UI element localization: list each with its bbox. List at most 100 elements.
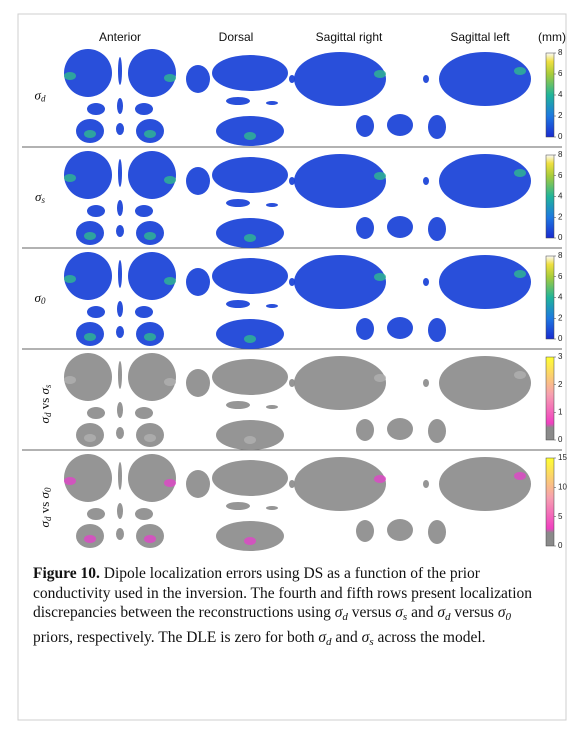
row-label-part: vs bbox=[37, 394, 52, 412]
row-label: σs bbox=[35, 189, 45, 205]
colorbar-tick-label: 15 bbox=[558, 453, 567, 462]
highlight bbox=[514, 169, 526, 177]
highlight bbox=[84, 333, 96, 341]
column-header: Sagittal left bbox=[450, 30, 510, 44]
colorbar-tick-label: 4 bbox=[558, 90, 563, 99]
highlight bbox=[64, 275, 76, 283]
brain-view bbox=[439, 356, 531, 410]
colorbar-tick-label: 6 bbox=[558, 272, 563, 281]
colorbar-tick-label: 0 bbox=[558, 132, 563, 141]
brain-view bbox=[186, 167, 210, 195]
highlight bbox=[514, 270, 526, 278]
brain-view bbox=[117, 503, 123, 519]
row-label: σd vs σ0 bbox=[37, 487, 53, 527]
caption: Figure 10. Dipole localization errors us… bbox=[33, 564, 545, 652]
brain-view bbox=[128, 252, 176, 300]
colorbar-tick-label: 0 bbox=[558, 233, 563, 242]
unit-label: (mm) bbox=[538, 30, 566, 44]
brain-view bbox=[116, 528, 124, 540]
caption-part: versus bbox=[450, 604, 497, 621]
caption-part: Figure 10. bbox=[33, 565, 100, 582]
brain-view bbox=[439, 255, 531, 309]
brain-view bbox=[289, 379, 295, 387]
brain-view bbox=[186, 369, 210, 397]
brain-view bbox=[135, 205, 153, 217]
row-label-part: s bbox=[41, 195, 45, 205]
highlight bbox=[144, 232, 156, 240]
colorbar bbox=[546, 458, 554, 546]
colorbar-tick-label: 4 bbox=[558, 293, 563, 302]
brain-view bbox=[117, 200, 123, 216]
colorbar-tick-label: 0 bbox=[558, 541, 563, 550]
colorbar-tick-label: 2 bbox=[558, 313, 563, 322]
highlight bbox=[144, 434, 156, 442]
brain-view bbox=[439, 154, 531, 208]
highlight bbox=[244, 436, 256, 444]
brain-view bbox=[226, 300, 250, 308]
brain-view bbox=[226, 199, 250, 207]
brain-view bbox=[266, 101, 278, 105]
brain-view bbox=[356, 318, 374, 340]
brain-view bbox=[116, 123, 124, 135]
brain-view bbox=[135, 306, 153, 318]
brain-view bbox=[423, 177, 429, 185]
colorbar-tick-label: 1 bbox=[558, 407, 563, 416]
highlight bbox=[84, 434, 96, 442]
brain-view bbox=[186, 65, 210, 93]
brain-views bbox=[64, 151, 531, 248]
colorbar-tick-label: 10 bbox=[558, 482, 567, 491]
brain-view bbox=[289, 75, 295, 83]
brain-view bbox=[226, 97, 250, 105]
brain-view bbox=[439, 52, 531, 106]
highlight bbox=[84, 232, 96, 240]
highlight bbox=[144, 130, 156, 138]
highlight bbox=[164, 277, 176, 285]
highlight bbox=[514, 472, 526, 480]
brain-view bbox=[117, 402, 123, 418]
colorbar-tick-label: 4 bbox=[558, 192, 563, 201]
highlight bbox=[374, 374, 386, 382]
brain-view bbox=[212, 157, 288, 193]
colorbar-tick-label: 6 bbox=[558, 171, 563, 180]
brain-view bbox=[87, 407, 105, 419]
highlight bbox=[144, 535, 156, 543]
brain-view bbox=[428, 419, 446, 443]
caption-part: σ bbox=[498, 604, 506, 621]
brain-view bbox=[356, 115, 374, 137]
brain-view bbox=[356, 217, 374, 239]
highlight bbox=[84, 535, 96, 543]
colorbar-tick-label: 6 bbox=[558, 69, 563, 78]
brain-view bbox=[294, 154, 386, 208]
highlight bbox=[64, 72, 76, 80]
brain-view bbox=[387, 216, 413, 238]
highlight bbox=[84, 130, 96, 138]
highlight bbox=[374, 172, 386, 180]
brain-view bbox=[116, 326, 124, 338]
brain-view bbox=[266, 304, 278, 308]
highlight bbox=[244, 537, 256, 545]
brain-view bbox=[428, 115, 446, 139]
caption-part: across the model. bbox=[374, 629, 486, 646]
row-label: σd vs σs bbox=[37, 384, 53, 423]
brain-view bbox=[135, 103, 153, 115]
brain-views bbox=[64, 49, 531, 146]
caption-part: versus bbox=[348, 604, 395, 621]
highlight bbox=[164, 74, 176, 82]
brain-view bbox=[212, 460, 288, 496]
brain-view bbox=[294, 52, 386, 106]
brain-view bbox=[128, 353, 176, 401]
brain-view bbox=[387, 114, 413, 136]
column-header: Dorsal bbox=[219, 30, 254, 44]
highlight bbox=[514, 67, 526, 75]
brain-view bbox=[117, 301, 123, 317]
brain-view bbox=[294, 356, 386, 410]
highlight bbox=[244, 132, 256, 140]
row-label: σ0 bbox=[35, 290, 46, 306]
brain-view bbox=[118, 260, 122, 288]
brain-view bbox=[428, 520, 446, 544]
highlight bbox=[64, 477, 76, 485]
brain-view bbox=[212, 55, 288, 91]
brain-view bbox=[266, 203, 278, 207]
brain-view bbox=[387, 418, 413, 440]
column-header: Anterior bbox=[99, 30, 141, 44]
